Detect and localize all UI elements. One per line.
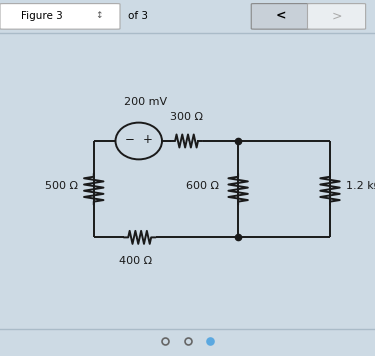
Text: −: − [124, 133, 134, 146]
Text: 300 Ω: 300 Ω [170, 112, 203, 122]
Text: 400 Ω: 400 Ω [119, 256, 153, 266]
Text: of 3: of 3 [128, 11, 147, 21]
Text: 1.2 kΩ: 1.2 kΩ [346, 181, 375, 191]
Text: <: < [275, 9, 286, 22]
Text: ↕: ↕ [96, 11, 103, 20]
Text: 600 Ω: 600 Ω [186, 181, 219, 191]
Text: 500 Ω: 500 Ω [45, 181, 78, 191]
Text: Figure 3: Figure 3 [21, 11, 62, 21]
FancyBboxPatch shape [0, 4, 120, 29]
FancyBboxPatch shape [251, 4, 309, 29]
FancyBboxPatch shape [308, 4, 366, 29]
Text: 200 mV: 200 mV [124, 97, 167, 107]
Text: +: + [143, 133, 153, 146]
Text: >: > [332, 9, 342, 22]
